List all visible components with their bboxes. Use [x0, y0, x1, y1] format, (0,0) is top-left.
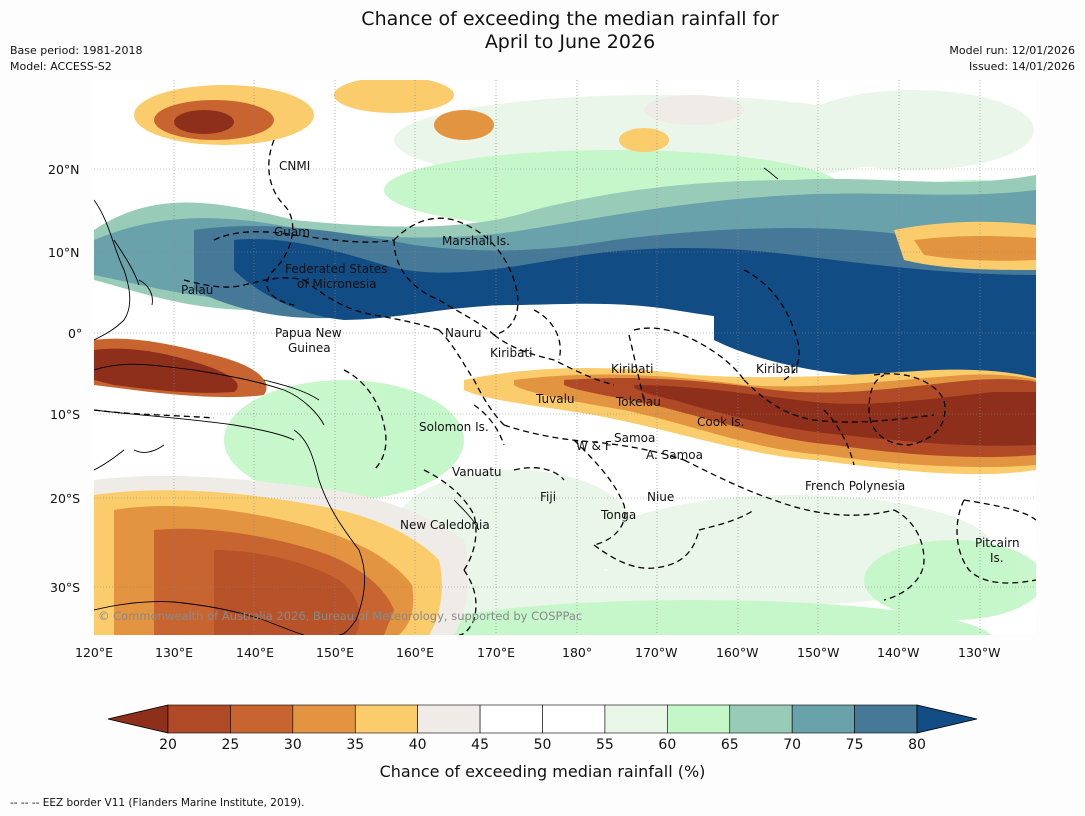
label-pitcairn-2: Is. [990, 551, 1004, 565]
label-wf: W & F [576, 439, 612, 453]
base-period: Base period: 1981-2018 [10, 44, 143, 57]
colorbar-segment [230, 704, 294, 734]
colorbar-tick-label: 65 [720, 737, 739, 753]
light-green-fields [224, 90, 1036, 635]
colorbar-segment [542, 704, 606, 734]
wet-band-north [94, 175, 1036, 387]
lat-label-10s: 10°S [50, 407, 81, 422]
colorbar-tick-label: 40 [408, 737, 427, 753]
graticule [94, 80, 1036, 635]
rainfall-map [94, 80, 1036, 635]
colorbar-arrow-low [107, 704, 169, 734]
label-cnmi: CNMI [279, 159, 311, 173]
lon-label-140w: 140°W [877, 645, 920, 660]
colorbar-segment [417, 704, 481, 734]
label-asamoa: A. Samoa [646, 448, 703, 462]
model-name: Model: ACCESS-S2 [10, 60, 112, 73]
label-fiji: Fiji [540, 490, 557, 504]
label-solomon: Solomon Is. [419, 420, 489, 434]
copyright-notice: © Commonwealth of Australia 2026, Bureau… [98, 609, 583, 623]
label-fsm-2: of Micronesia [297, 277, 377, 291]
label-kiribati-west: Kiribati [490, 346, 533, 360]
lon-label-160e: 160°E [396, 645, 435, 660]
label-niue: Niue [647, 490, 675, 504]
model-run: Model run: 12/01/2026 [949, 44, 1075, 57]
label-kiribati-east: Kiribati [756, 362, 799, 376]
label-marshall: Marshall Is. [442, 234, 510, 248]
lat-label-30s: 30°S [50, 580, 81, 595]
colorbar-arrow-high [916, 704, 978, 734]
colorbar-segment [604, 704, 668, 734]
lon-label-150w: 150°W [797, 645, 840, 660]
label-pitcairn-1: Pitcairn [975, 536, 1020, 550]
label-fsm-1: Federated States [285, 262, 388, 276]
lon-label-140e: 140°E [236, 645, 275, 660]
colorbar-tick-label: 55 [595, 737, 614, 753]
colorbar-segment [791, 704, 855, 734]
dry-band-south [464, 368, 1036, 475]
label-palau: Palau [181, 283, 214, 297]
eez-borders [94, 139, 1036, 635]
lon-label-160w: 160°W [716, 645, 759, 660]
colorbar-label: Chance of exceeding median rainfall (%) [379, 762, 706, 781]
label-frpoly: French Polynesia [805, 479, 906, 493]
dry-patches-north [134, 80, 744, 152]
colorbar-tick-label: 45 [471, 737, 489, 753]
colorbar-tick-label: 20 [159, 737, 177, 753]
label-newcal: New Caledonia [400, 518, 490, 532]
label-vanuatu: Vanuatu [452, 465, 502, 479]
title-line-1: Chance of exceeding the median rainfall … [361, 8, 779, 30]
issued-date: Issued: 14/01/2026 [968, 60, 1075, 73]
lat-label-10n: 10°N [48, 245, 80, 260]
colorbar [107, 704, 978, 734]
colorbar-tick-label: 50 [533, 737, 552, 753]
colorbar-tick-label: 70 [783, 737, 802, 753]
dry-region-australia [94, 338, 469, 635]
colorbar-segment [854, 704, 918, 734]
lon-label-130w: 130°W [958, 645, 1001, 660]
colorbar-segment [729, 704, 793, 734]
label-png-2: Guinea [288, 341, 331, 355]
colorbar-segment [479, 704, 543, 734]
map-canvas [94, 80, 1036, 635]
label-tuvalu: Tuvalu [536, 392, 575, 406]
colorbar-segments [107, 704, 978, 734]
colorbar-segment [167, 704, 231, 734]
lon-label-170w: 170°W [635, 645, 678, 660]
label-cook: Cook Is. [697, 415, 745, 429]
coastlines [94, 167, 779, 635]
eez-legend: -- -- -- EEZ border V11 (Flanders Marine… [10, 797, 305, 809]
lon-label-130e: 130°E [155, 645, 194, 660]
lat-label-0: 0° [68, 326, 83, 341]
label-guam: Guam [274, 225, 310, 239]
colorbar-segment [292, 704, 356, 734]
title-line-2: April to June 2026 [484, 31, 656, 53]
colorbar-tick-label: 30 [283, 737, 302, 753]
label-png-1: Papua New [275, 326, 342, 340]
lon-label-180: 180° [562, 645, 593, 660]
lon-label-150e: 150°E [316, 645, 355, 660]
label-tokelau: Tokelau [616, 395, 661, 409]
colorbar-tick-label: 25 [221, 737, 240, 753]
colorbar-tick-label: 75 [845, 737, 864, 753]
colorbar-segment [354, 704, 418, 734]
lon-label-120e: 120°E [75, 645, 114, 660]
colorbar-tick-label: 35 [346, 737, 365, 753]
colorbar-segment [667, 704, 731, 734]
lon-label-170e: 170°E [477, 645, 516, 660]
lat-label-20n: 20°N [48, 162, 80, 177]
label-nauru: Nauru [445, 326, 482, 340]
colorbar-tick-label: 80 [908, 737, 926, 753]
map-title: Chance of exceeding the median rainfall … [0, 8, 1085, 54]
lat-label-20s: 20°S [50, 491, 81, 506]
colorbar-tick-label: 60 [658, 737, 677, 753]
label-samoa: Samoa [614, 431, 656, 445]
label-kiribati-central: Kiribati [611, 362, 654, 376]
label-tonga: Tonga [601, 508, 637, 522]
dry-band-northeast [894, 221, 1036, 270]
